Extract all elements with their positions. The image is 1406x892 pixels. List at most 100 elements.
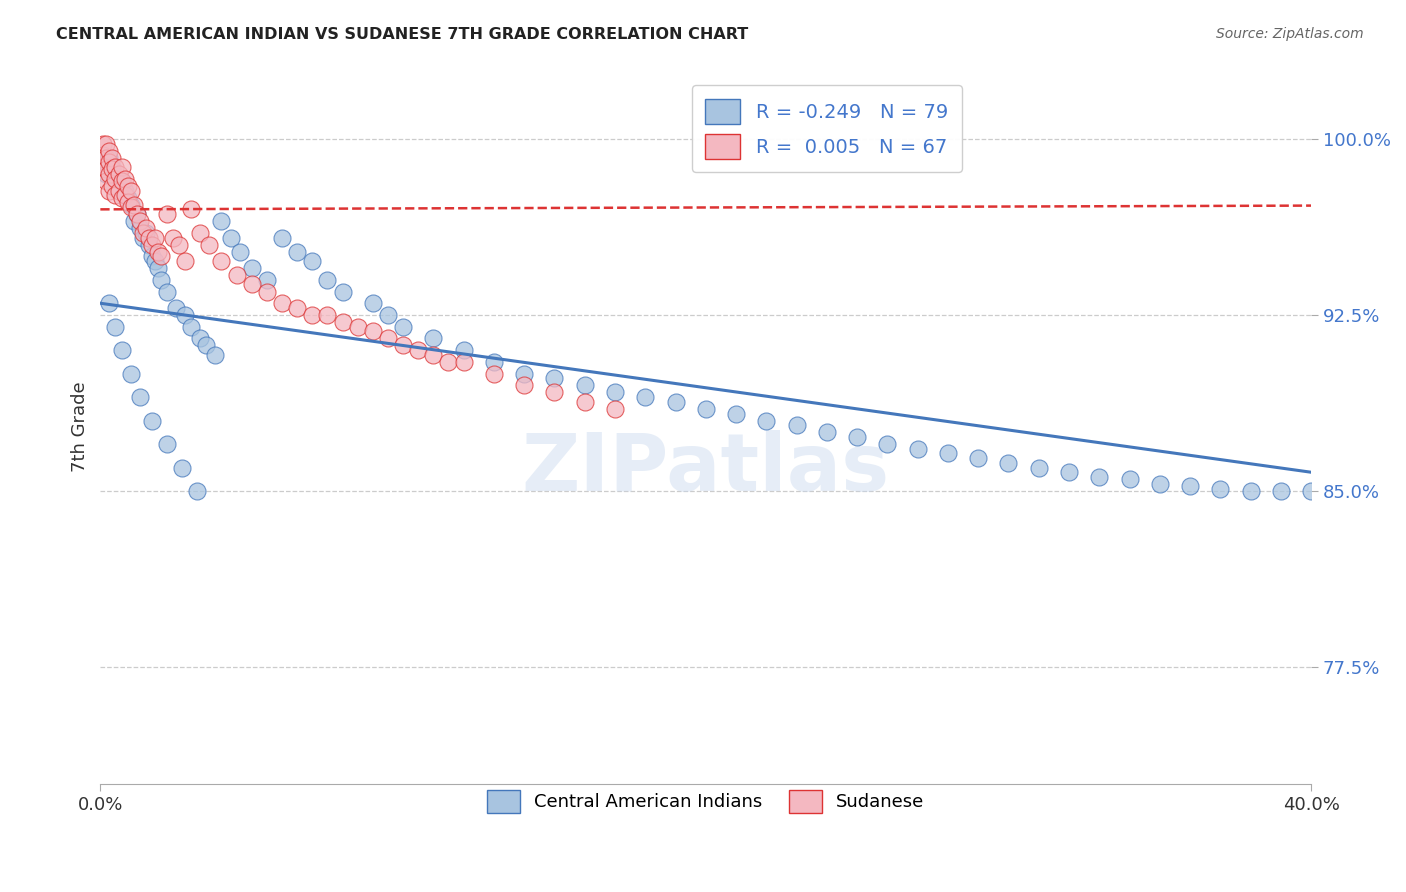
Point <box>104 188 127 202</box>
Point <box>1270 483 1292 498</box>
Point <box>1178 479 1201 493</box>
Point <box>204 348 226 362</box>
Point <box>256 273 278 287</box>
Point <box>1209 482 1232 496</box>
Point <box>107 178 129 193</box>
Point <box>167 237 190 252</box>
Point <box>96 167 118 181</box>
Point <box>174 254 197 268</box>
Point <box>543 385 565 400</box>
Point <box>346 319 368 334</box>
Point <box>165 301 187 315</box>
Point <box>482 367 505 381</box>
Point <box>98 151 121 165</box>
Point <box>117 191 139 205</box>
Point <box>104 160 127 174</box>
Point <box>96 151 118 165</box>
Point <box>574 378 596 392</box>
Point <box>256 285 278 299</box>
Point <box>198 237 221 252</box>
Point <box>93 136 115 151</box>
Point <box>162 230 184 244</box>
Y-axis label: 7th Grade: 7th Grade <box>72 381 89 472</box>
Point <box>93 160 115 174</box>
Point <box>98 296 121 310</box>
Point <box>117 195 139 210</box>
Point <box>228 244 250 259</box>
Point <box>98 144 121 158</box>
Point <box>174 308 197 322</box>
Point <box>107 184 129 198</box>
Point <box>110 343 132 358</box>
Point <box>138 237 160 252</box>
Point <box>143 230 166 244</box>
Point <box>392 319 415 334</box>
Point <box>180 202 202 217</box>
Point <box>392 338 415 352</box>
Point <box>135 226 157 240</box>
Point <box>603 401 626 416</box>
Point <box>574 394 596 409</box>
Point <box>149 273 172 287</box>
Point <box>132 226 155 240</box>
Point <box>332 285 354 299</box>
Point <box>125 207 148 221</box>
Point <box>482 355 505 369</box>
Point <box>316 308 339 322</box>
Point <box>876 437 898 451</box>
Point <box>122 197 145 211</box>
Point <box>138 230 160 244</box>
Point <box>114 171 136 186</box>
Point <box>285 244 308 259</box>
Point <box>98 155 121 169</box>
Point <box>513 378 536 392</box>
Point <box>141 249 163 263</box>
Point <box>664 394 686 409</box>
Point <box>104 319 127 334</box>
Point <box>846 430 869 444</box>
Legend: Central American Indians, Sudanese: Central American Indians, Sudanese <box>474 777 938 825</box>
Point <box>101 178 124 193</box>
Text: CENTRAL AMERICAN INDIAN VS SUDANESE 7TH GRADE CORRELATION CHART: CENTRAL AMERICAN INDIAN VS SUDANESE 7TH … <box>56 27 748 42</box>
Point <box>786 418 808 433</box>
Point <box>188 226 211 240</box>
Point <box>755 414 778 428</box>
Point <box>125 207 148 221</box>
Point <box>114 188 136 202</box>
Point <box>128 390 150 404</box>
Point <box>96 162 118 177</box>
Point <box>110 174 132 188</box>
Point <box>603 385 626 400</box>
Point <box>120 200 142 214</box>
Point <box>104 171 127 186</box>
Point <box>437 355 460 369</box>
Point <box>695 401 717 416</box>
Point <box>240 260 263 275</box>
Point <box>815 425 838 440</box>
Point <box>301 308 323 322</box>
Point <box>209 214 232 228</box>
Point <box>149 249 172 263</box>
Point <box>936 446 959 460</box>
Point <box>1118 472 1140 486</box>
Point <box>101 151 124 165</box>
Point <box>634 390 657 404</box>
Point <box>422 348 444 362</box>
Point <box>110 191 132 205</box>
Point <box>132 230 155 244</box>
Point <box>209 254 232 268</box>
Point <box>156 207 179 221</box>
Point <box>180 319 202 334</box>
Point <box>146 244 169 259</box>
Point <box>101 162 124 177</box>
Point <box>128 221 150 235</box>
Point <box>141 237 163 252</box>
Point <box>725 407 748 421</box>
Point <box>98 167 121 181</box>
Point <box>285 301 308 315</box>
Point <box>1057 465 1080 479</box>
Point <box>143 254 166 268</box>
Point <box>110 174 132 188</box>
Point <box>271 230 294 244</box>
Point <box>96 136 118 151</box>
